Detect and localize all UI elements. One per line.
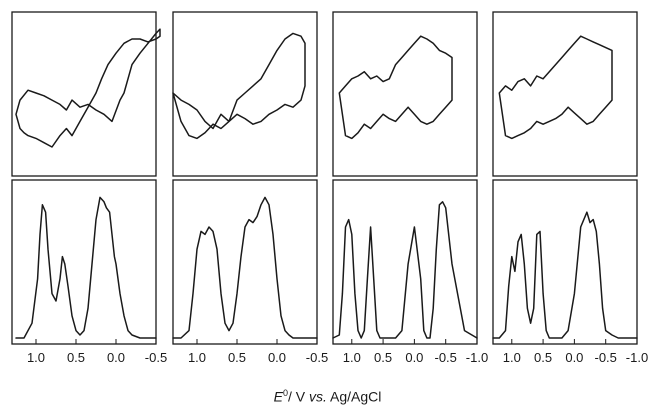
x-axis-title-e: E [273,388,283,405]
x-tick-label-2-0.5: 0.5 [228,350,246,365]
x-tick-label-3-0.5: 0.5 [374,350,392,365]
x-tick-label-4-0.5: 0.5 [534,350,552,365]
panel-frame-top-1 [11,11,157,177]
bottom-curve-1 [15,196,157,339]
x-tick-label-4--0.5: -0.5 [594,350,616,365]
x-tick-label-4-1.0: 1.0 [503,350,521,365]
x-tick-label-1-0.5: 0.5 [67,350,85,365]
x-tick-label-1--0.5: -0.5 [145,350,167,365]
x-tick-label-2-1.0: 1.0 [188,350,206,365]
x-tick-label-3-1.0: 1.0 [343,350,361,365]
top-curve-2 [172,32,306,140]
x-tick-label-3-0.0: 0.0 [405,350,423,365]
bottom-curve-2 [172,196,318,339]
top-curve-1 [15,28,161,148]
x-tick-label-1-1.0: 1.0 [27,350,45,365]
x-tick-label-3--0.5: -0.5 [434,350,456,365]
panel-frame-bottom-3 [332,179,478,345]
x-tick-label-1-0.0: 0.0 [107,350,125,365]
bottom-curve-3 [332,201,478,339]
x-tick-label-4-0.0: 0.0 [565,350,583,365]
panel-frame-bottom-2 [172,179,318,345]
top-curve-3 [338,35,453,140]
bottom-curve-4 [492,211,638,339]
x-axis-title-ref: Ag/AgCl [326,388,382,405]
x-tick-label-4--1.0: -1.0 [626,350,648,365]
panel-frame-top-4 [492,11,638,177]
panel-frame-bottom-1 [11,179,157,345]
x-axis-title-sep: / V [287,388,309,405]
x-axis-title-vs: vs. [309,388,327,405]
x-axis-title-sup: 0 [282,388,288,398]
panel-frame-top-3 [332,11,478,177]
x-tick-label-2--0.5: -0.5 [306,350,328,365]
panel-frame-bottom-4 [492,179,638,345]
top-curve-4 [498,35,613,140]
x-tick-label-3--1.0: -1.0 [466,350,488,365]
x-tick-label-2-0.0: 0.0 [268,350,286,365]
x-axis-title: E0/ V vs. Ag/AgCl [0,388,655,405]
